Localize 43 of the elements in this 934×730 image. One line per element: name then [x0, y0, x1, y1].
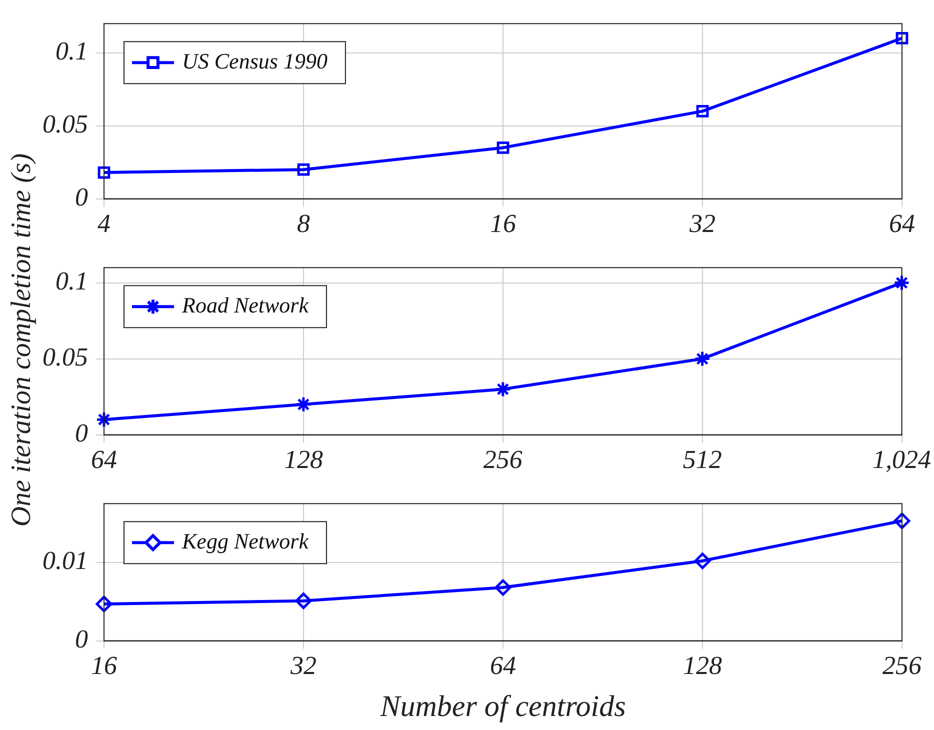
x-tick-label: 1,024: [872, 445, 931, 474]
point: [694, 350, 711, 368]
x-tick-label: 64: [490, 651, 516, 680]
point: [496, 142, 510, 154]
x-tick-label: 64: [91, 445, 117, 474]
y-tick-label: 0: [75, 182, 88, 212]
legend-label: Kegg Network: [181, 528, 310, 554]
x-tick-label: 16: [91, 651, 117, 680]
x-tick-label: 256: [882, 651, 922, 680]
legend-label: US Census 1990: [182, 48, 328, 74]
point: [894, 274, 910, 292]
x-tick-label: 256: [483, 445, 522, 474]
y-axis-title: One iteration completion time (s): [6, 153, 38, 527]
x-axis-title: Number of centroids: [379, 690, 626, 723]
point: [96, 411, 112, 428]
point: [98, 166, 110, 179]
y-tick-label: 0.05: [42, 110, 88, 139]
point: [295, 592, 312, 610]
x-tick-label: 4: [98, 209, 110, 238]
point: [295, 396, 312, 413]
x-tick-label: 8: [297, 209, 310, 238]
legend-label: Road Network: [181, 292, 310, 318]
x-tick-label: 32: [688, 209, 716, 238]
y-tick-label: 0.01: [42, 546, 88, 576]
point: [297, 163, 310, 176]
point: [696, 105, 709, 118]
x-tick-label: 128: [683, 651, 722, 680]
point: [494, 380, 512, 398]
x-tick-label: 16: [490, 209, 516, 238]
y-tick-label: 0.1: [56, 266, 88, 296]
point: [96, 596, 112, 612]
x-tick-label: 128: [284, 445, 323, 474]
y-tick-label: 0: [75, 418, 88, 448]
point: [896, 32, 908, 44]
y-tick-label: 0: [75, 624, 88, 654]
point: [894, 512, 910, 530]
x-tick-label: 512: [682, 445, 722, 474]
y-tick-label: 0.1: [56, 36, 88, 66]
x-tick-label: 32: [290, 651, 316, 680]
point: [694, 552, 711, 570]
point: [494, 579, 512, 596]
y-tick-label: 0.05: [42, 342, 88, 372]
x-tick-label: 64: [889, 209, 915, 238]
